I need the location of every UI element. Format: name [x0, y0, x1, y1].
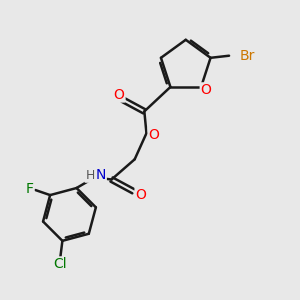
Text: Cl: Cl [53, 257, 67, 272]
Text: N: N [95, 168, 106, 182]
Text: F: F [26, 182, 34, 196]
Text: O: O [201, 83, 212, 97]
Text: O: O [114, 88, 124, 101]
Text: O: O [148, 128, 160, 142]
Text: O: O [136, 188, 146, 202]
Text: Br: Br [240, 49, 255, 63]
Text: H: H [85, 169, 95, 182]
